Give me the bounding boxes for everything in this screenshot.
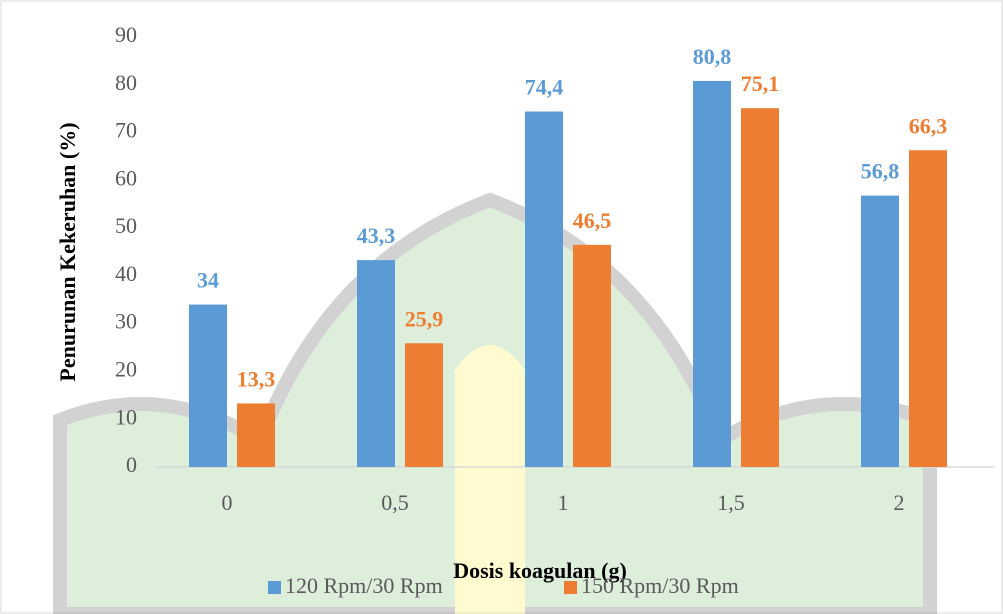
bar (741, 108, 779, 467)
y-tick-label: 80 (115, 70, 137, 95)
legend-swatch (268, 581, 281, 594)
bar (693, 80, 731, 467)
x-tick-label: 1 (558, 490, 569, 515)
value-label: 13,3 (237, 367, 276, 392)
x-tick-label: 1,5 (717, 490, 745, 515)
value-label: 75,1 (741, 71, 780, 96)
legend-swatch (564, 581, 577, 594)
value-label: 56,8 (861, 159, 900, 184)
y-tick-label: 40 (115, 261, 137, 286)
x-axis-title: Dosis koagulan (g) (453, 558, 627, 583)
value-label: 66,3 (909, 113, 948, 138)
value-label: 46,5 (573, 208, 612, 233)
bar (237, 403, 275, 467)
y-tick-label: 70 (115, 118, 137, 143)
bar (357, 260, 395, 467)
watermark-tower (455, 345, 525, 614)
bar (909, 150, 947, 467)
bar (525, 111, 563, 468)
y-tick-label: 20 (115, 356, 137, 381)
x-tick-label: 0 (222, 490, 233, 515)
bar (861, 195, 899, 467)
bar (405, 343, 443, 467)
value-label: 25,9 (405, 306, 444, 331)
value-label: 43,3 (357, 223, 396, 248)
y-axis-title: Penurunan Kekeruhan (%) (55, 122, 80, 381)
y-tick-label: 90 (115, 22, 137, 47)
value-label: 80,8 (693, 44, 732, 69)
bar (573, 244, 611, 467)
legend-label: 120 Rpm/30 Rpm (285, 573, 443, 598)
y-tick-label: 10 (115, 404, 137, 429)
y-tick-label: 60 (115, 165, 137, 190)
legend-label: 150 Rpm/30 Rpm (581, 573, 739, 598)
y-tick-label: 30 (115, 309, 137, 334)
value-label: 34 (197, 268, 219, 293)
bar (189, 304, 227, 467)
x-tick-label: 0,5 (381, 490, 409, 515)
y-tick-label: 50 (115, 213, 137, 238)
y-tick-label: 0 (126, 452, 137, 477)
value-label: 74,4 (525, 75, 564, 100)
x-tick-label: 2 (894, 490, 905, 515)
